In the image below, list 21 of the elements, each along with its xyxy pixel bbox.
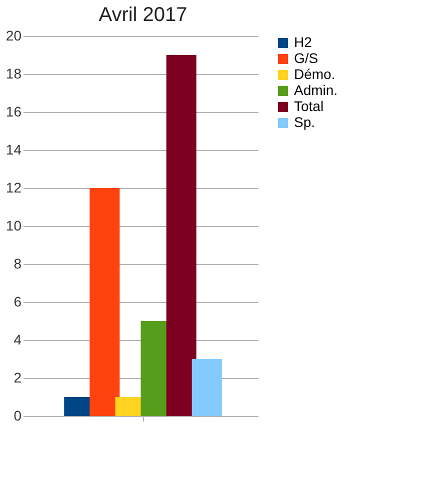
y-tick-label: 12 <box>6 180 22 196</box>
legend-label: H2 <box>294 34 312 50</box>
y-tick-label: 6 <box>14 294 22 310</box>
bar <box>166 55 196 416</box>
chart-title: Avril 2017 <box>98 4 188 26</box>
bar <box>192 359 222 416</box>
y-tick-label: 8 <box>14 256 22 272</box>
bar <box>90 188 120 416</box>
legend-label: Sp. <box>294 114 316 130</box>
y-tick-label: 2 <box>14 370 22 386</box>
legend-label: Total <box>294 98 324 114</box>
legend-label: G/S <box>294 50 318 66</box>
y-tick-label: 18 <box>6 66 22 82</box>
y-tick-label: 20 <box>6 28 22 44</box>
y-tick-label: 14 <box>6 142 22 158</box>
legend-label: Démo. <box>294 66 336 82</box>
y-tick-label: 0 <box>14 408 22 424</box>
y-tick-label: 10 <box>6 218 22 234</box>
y-tick-label: 4 <box>14 332 22 348</box>
legend-label: Admin. <box>294 82 338 98</box>
y-tick-label: 16 <box>6 104 22 120</box>
